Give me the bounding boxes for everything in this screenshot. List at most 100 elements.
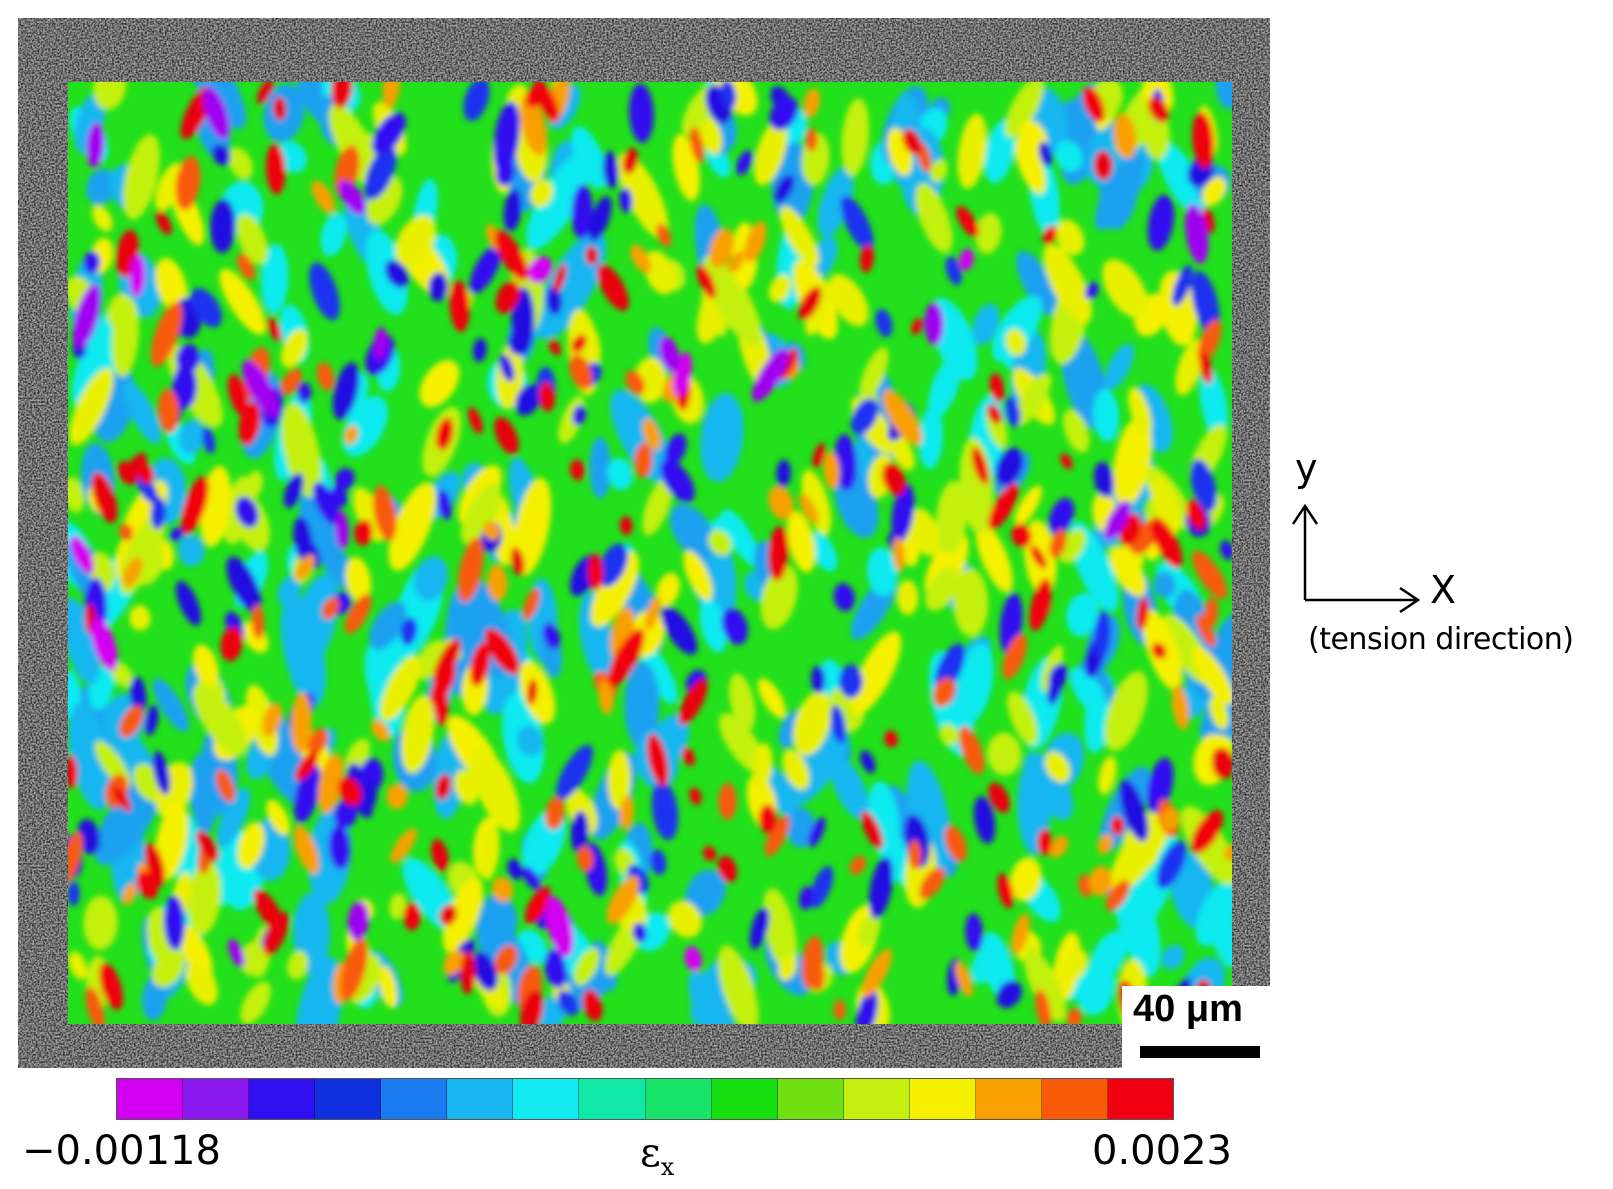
- strain-blob: [331, 82, 353, 109]
- strain-blob: [833, 999, 846, 1021]
- strain-blob: [1104, 500, 1131, 541]
- strain-blob: [664, 433, 687, 466]
- strain-blob: [491, 877, 514, 902]
- strain-blob: [1077, 961, 1116, 1016]
- strain-blob: [525, 86, 542, 108]
- colorbar-swatch: [843, 1079, 910, 1119]
- strain-blob: [884, 730, 898, 748]
- strain-blob: [281, 329, 309, 368]
- strain-blob: [576, 846, 594, 872]
- strain-blob: [1098, 756, 1117, 795]
- strain-blob: [123, 380, 162, 444]
- strain-blob: [902, 129, 922, 155]
- strain-blob: [991, 295, 1043, 362]
- strain-blob: [953, 568, 989, 637]
- strain-blob: [439, 904, 457, 926]
- strain-blob: [380, 655, 422, 721]
- strain-blob: [449, 280, 470, 333]
- strain-blob: [841, 98, 870, 177]
- strain-blob: [295, 554, 315, 581]
- strain-blob: [945, 256, 962, 286]
- strain-blob: [179, 419, 205, 455]
- strain-blob: [717, 855, 737, 883]
- strain-blob: [1199, 366, 1228, 441]
- strain-blob: [428, 272, 448, 302]
- strain-blob: [157, 388, 180, 433]
- strain-blob: [1172, 265, 1193, 307]
- strain-blob: [997, 873, 1014, 909]
- strain-blob: [1186, 499, 1206, 530]
- strain-blob: [936, 480, 968, 554]
- strain-blob: [513, 477, 552, 576]
- strain-blob: [728, 673, 756, 731]
- colorbar-swatch: [447, 1079, 514, 1119]
- strain-blob: [1148, 97, 1169, 123]
- strain-blob: [117, 460, 138, 485]
- strain-blob: [1048, 497, 1075, 536]
- strain-blob: [973, 796, 996, 844]
- strain-blob: [435, 774, 452, 801]
- strain-blob: [503, 188, 522, 232]
- strain-blob: [882, 389, 923, 446]
- strain-blob: [891, 483, 915, 543]
- strain-blob: [1078, 874, 1092, 898]
- strain-blob: [520, 990, 544, 1024]
- strain-blob: [1150, 476, 1181, 535]
- strain-blob: [321, 597, 340, 620]
- strain-blob: [589, 437, 611, 499]
- strain-blob: [236, 253, 256, 281]
- axes-diagram: [1280, 440, 1610, 670]
- strain-blob: [709, 228, 734, 269]
- strain-blob: [390, 828, 417, 864]
- scale-bar-line: [1140, 1046, 1260, 1058]
- strain-blob: [1011, 523, 1032, 548]
- strain-blob: [760, 564, 798, 630]
- strain-blob: [311, 180, 336, 214]
- strain-blob: [136, 870, 159, 900]
- strain-blob: [933, 677, 956, 707]
- strain-blob: [91, 472, 118, 524]
- strain-blob: [1044, 751, 1071, 783]
- strain-blob: [1109, 802, 1174, 894]
- strain-blob: [830, 755, 870, 820]
- strain-blob: [918, 407, 944, 469]
- strain-blob: [484, 628, 520, 675]
- strain-blob: [640, 644, 678, 705]
- strain-blob: [293, 824, 320, 875]
- scale-bar-label: 40 μm: [1133, 988, 1243, 1030]
- strain-blob: [70, 535, 95, 574]
- strain-blob: [338, 180, 367, 215]
- strain-blob: [260, 243, 289, 315]
- strain-blob: [644, 596, 661, 630]
- strain-blob: [1146, 757, 1174, 814]
- strain-blob: [606, 875, 640, 925]
- strain-blob: [625, 370, 645, 395]
- strain-blob: [909, 508, 940, 556]
- strain-blob: [689, 126, 705, 164]
- strain-blob: [798, 286, 822, 321]
- strain-blob: [389, 893, 407, 920]
- strain-blob: [860, 750, 876, 774]
- strain-blob: [607, 749, 631, 810]
- strain-blob: [1195, 880, 1232, 946]
- strain-blob: [403, 902, 421, 931]
- strain-blob: [1119, 779, 1149, 842]
- strain-blob: [798, 493, 819, 524]
- strain-blob: [642, 478, 673, 536]
- strain-blob: [1011, 913, 1030, 955]
- colorbar-swatch: [513, 1079, 580, 1119]
- strain-blob: [68, 755, 78, 789]
- colorbar-swatch: [909, 1079, 976, 1119]
- strain-blob: [557, 990, 579, 1016]
- strain-blob: [1035, 989, 1052, 1024]
- strain-blob: [1136, 596, 1149, 631]
- strain-blob: [469, 642, 491, 687]
- strain-blob: [684, 946, 702, 972]
- strain-blob: [619, 187, 633, 213]
- strain-blob: [944, 825, 967, 862]
- strain-blob: [436, 417, 454, 451]
- strain-blob: [646, 733, 669, 787]
- colorbar-swatch: [711, 1079, 778, 1119]
- strain-blob: [1088, 865, 1113, 897]
- strain-blob: [494, 230, 529, 281]
